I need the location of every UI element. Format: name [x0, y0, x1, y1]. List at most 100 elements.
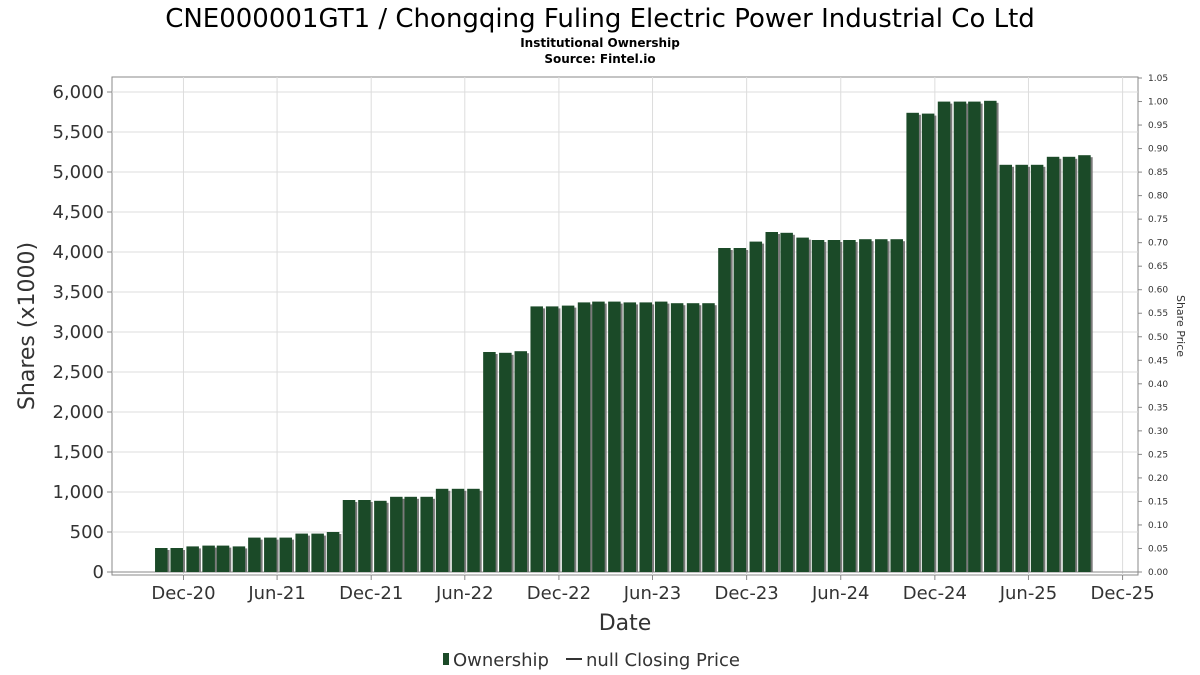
y2-tick-label: 0.35 [1148, 403, 1168, 413]
bar [483, 352, 496, 572]
y-axis-label: Shares (x1000) [15, 242, 40, 410]
bar [248, 537, 261, 572]
legend-swatch-ownership [443, 653, 449, 665]
bar [859, 239, 872, 572]
y-tick-label: 4,000 [52, 242, 104, 263]
x-tick-label: Jun-23 [623, 583, 682, 604]
chart-source: Source: Fintel.io [544, 52, 655, 66]
bar [843, 240, 856, 572]
bar [702, 303, 715, 572]
y-tick-label: 0 [93, 562, 104, 583]
bar [155, 548, 168, 572]
y2-tick-label: 0.70 [1148, 239, 1168, 249]
bar [733, 248, 747, 572]
bar [921, 113, 935, 572]
bar [999, 164, 1012, 573]
bar [765, 232, 778, 572]
bar [968, 101, 981, 572]
y2-tick-label: 0.25 [1148, 450, 1168, 460]
bar [202, 545, 215, 572]
x-axis: Dec-20 Jun-21 Dec-21 Jun-22 Dec-22 Jun-23 Dec-… [151, 575, 1155, 604]
y2-tick-label: 0.95 [1148, 121, 1168, 131]
x-tick-label: Jun-25 [999, 583, 1058, 604]
y2-tick-label: 0.60 [1148, 286, 1168, 296]
bar [170, 548, 183, 572]
y-axis: 0 500 1,000 1,500 2,000 2,500 3,000 3,500 4,000 4… [52, 82, 112, 583]
y2-tick-label: 0.20 [1148, 474, 1168, 484]
y-tick-label: 2,000 [52, 402, 104, 423]
bar [623, 302, 637, 572]
bar [608, 301, 621, 572]
y-tick-label: 1,000 [52, 482, 104, 503]
y2-tick-label: 0.40 [1148, 380, 1168, 390]
bar [451, 488, 465, 572]
bar [1062, 156, 1076, 573]
x-tick-label: Dec-23 [715, 583, 779, 604]
y2-tick-label: 0.05 [1148, 544, 1168, 554]
bar [953, 101, 967, 572]
y2-tick-label: 0.45 [1148, 356, 1168, 366]
bar [1030, 164, 1044, 573]
bar [326, 532, 340, 572]
bar [467, 488, 480, 572]
bars-group [155, 100, 1093, 573]
bar [295, 533, 308, 572]
y2-tick-label: 0.55 [1148, 309, 1168, 319]
y-tick-label: 2,500 [52, 362, 104, 383]
bar [264, 537, 277, 572]
bar [686, 303, 700, 572]
bar [670, 303, 684, 572]
y2-tick-label: 0.85 [1148, 168, 1168, 178]
bar [279, 537, 292, 572]
bar [390, 496, 403, 572]
y2-tick-label: 0.80 [1148, 192, 1168, 202]
x-tick-label: Dec-24 [903, 583, 967, 604]
legend-label-price: null Closing Price [586, 650, 740, 671]
bar [561, 305, 575, 572]
y-tick-label: 500 [70, 522, 104, 543]
bar [639, 302, 652, 572]
x-tick-label: Dec-22 [527, 583, 591, 604]
y-tick-label: 5,500 [52, 122, 104, 143]
bar [577, 302, 591, 572]
y2-axis-label: Share Price [1174, 295, 1187, 357]
legend: Ownership null Closing Price [443, 650, 740, 671]
x-tick-label: Dec-21 [339, 583, 403, 604]
bar [906, 112, 919, 573]
bar [1046, 156, 1060, 573]
y-tick-label: 3,500 [52, 282, 104, 303]
bar [499, 352, 512, 572]
y2-tick-label: 1.00 [1148, 98, 1168, 108]
x-tick-label: Jun-22 [435, 583, 494, 604]
y2-tick-label: 0.90 [1148, 145, 1168, 155]
bar [937, 101, 951, 572]
y-tick-label: 3,000 [52, 322, 104, 343]
chart-subtitle: Institutional Ownership [520, 36, 680, 50]
chart-title: CNE000001GT1 / Chongqing Fuling Electric… [165, 4, 1035, 34]
bar [232, 546, 246, 572]
legend-label-ownership: Ownership [453, 650, 549, 671]
y-tick-label: 4,500 [52, 202, 104, 223]
y-tick-label: 5,000 [52, 162, 104, 183]
bar [718, 248, 731, 572]
y2-tick-label: 0.10 [1148, 521, 1168, 531]
y-tick-label: 1,500 [52, 442, 104, 463]
bar [342, 500, 356, 572]
bar [216, 545, 230, 572]
bar [404, 496, 417, 572]
bar [1015, 164, 1028, 573]
bar [311, 533, 324, 572]
bar [780, 232, 793, 573]
bar [514, 351, 528, 572]
y2-tick-label: 0.65 [1148, 262, 1168, 272]
bar [749, 241, 763, 572]
bar [592, 301, 605, 572]
bar [796, 237, 809, 572]
bar [435, 488, 449, 572]
y2-tick-label: 0.50 [1148, 333, 1168, 343]
bar [358, 500, 371, 572]
bar [420, 496, 433, 572]
bar [654, 301, 668, 572]
bar [374, 500, 387, 572]
